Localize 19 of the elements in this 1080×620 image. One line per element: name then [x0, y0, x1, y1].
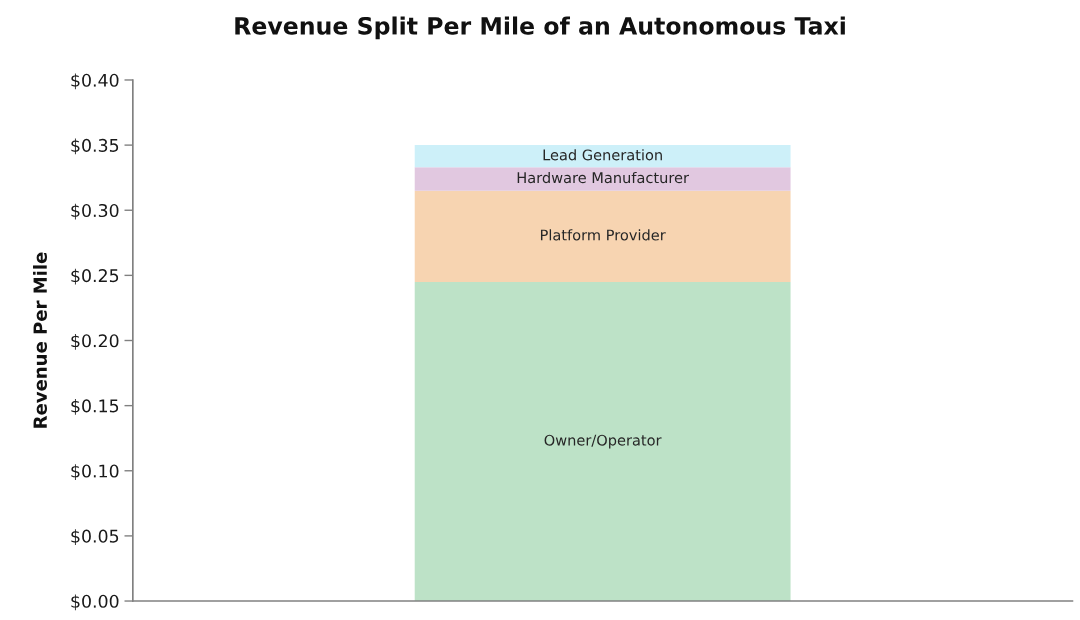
y-tick-label: $0.05	[71, 529, 119, 546]
y-tick-label: $0.35	[71, 138, 119, 155]
y-tick-label: $0.20	[71, 333, 119, 350]
bar	[414, 145, 791, 168]
y-tick-label: $0.25	[71, 268, 119, 285]
y-tick-label: $0.10	[71, 464, 119, 480]
y-tick-label: $0.00	[71, 594, 119, 611]
bar	[414, 167, 791, 191]
series-label: Lead Generation	[543, 149, 662, 161]
series-label: Owner/Operator	[544, 434, 662, 449]
series-label: Hardware Manufacturer	[517, 171, 689, 184]
y-tick-label: $0.15	[71, 399, 119, 415]
chart-title: Revenue Split Per Mile of an Autonomous Taxi	[235, 16, 845, 40]
series-label: Platform Provider	[540, 229, 666, 241]
y-tick-label: $0.40	[71, 73, 119, 90]
y-axis-title: Revenue Per Mile	[33, 252, 47, 428]
bar	[414, 281, 791, 602]
bar	[414, 190, 791, 282]
y-tick-label: $0.30	[71, 203, 119, 220]
